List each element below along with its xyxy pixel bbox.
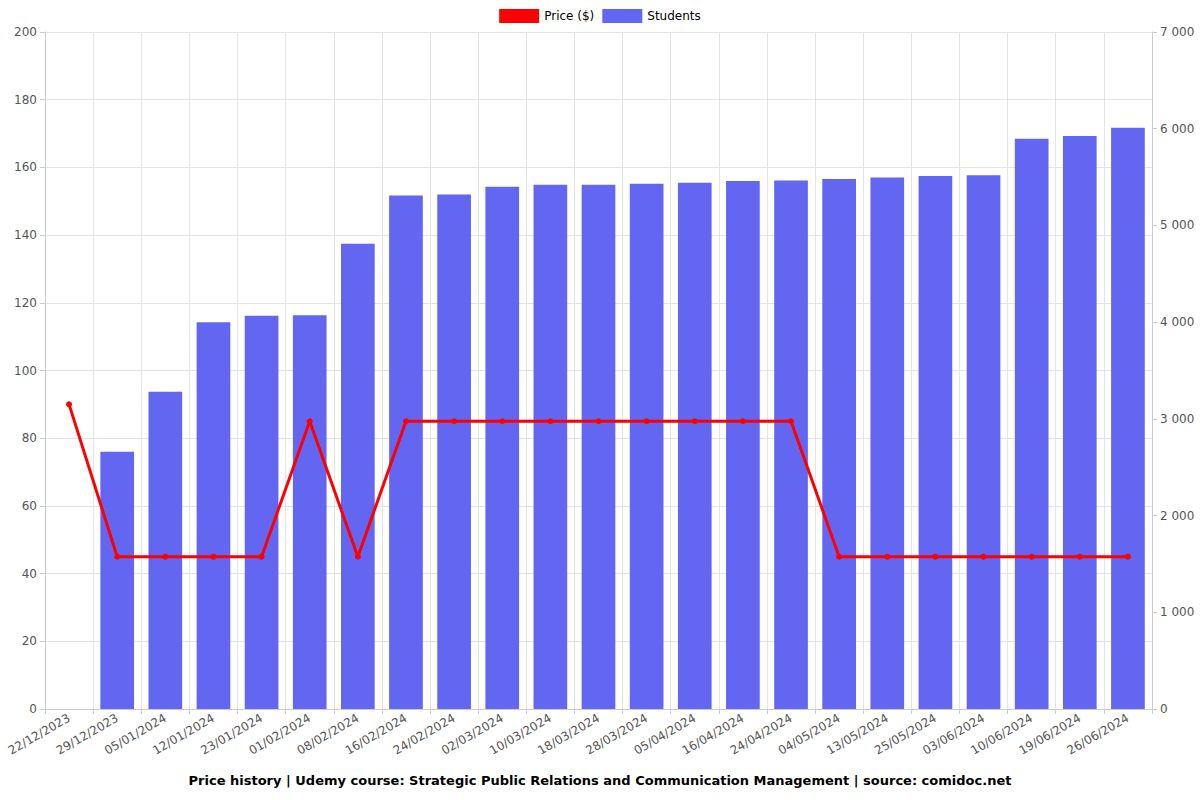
svg-text:28/03/2024: 28/03/2024 <box>583 710 651 758</box>
svg-text:23/01/2024: 23/01/2024 <box>198 710 266 758</box>
svg-text:22/12/2023: 22/12/2023 <box>5 710 73 758</box>
svg-text:13/05/2024: 13/05/2024 <box>824 710 891 758</box>
svg-text:08/02/2024: 08/02/2024 <box>294 710 362 758</box>
svg-text:24/04/2024: 24/04/2024 <box>727 710 795 758</box>
svg-text:200: 200 <box>14 25 37 39</box>
svg-text:120: 120 <box>14 296 37 310</box>
svg-text:05/04/2024: 05/04/2024 <box>631 710 699 758</box>
svg-text:5 000: 5 000 <box>1160 218 1194 232</box>
svg-text:0: 0 <box>29 702 37 716</box>
svg-text:10/06/2024: 10/06/2024 <box>968 710 1036 758</box>
svg-text:7 000: 7 000 <box>1160 25 1194 39</box>
svg-text:20: 20 <box>22 634 37 648</box>
svg-text:04/05/2024: 04/05/2024 <box>775 710 843 758</box>
svg-text:160: 160 <box>14 160 37 174</box>
svg-text:Price ($): Price ($) <box>544 9 594 23</box>
svg-text:16/04/2024: 16/04/2024 <box>679 710 747 758</box>
svg-text:12/01/2024: 12/01/2024 <box>150 710 217 758</box>
svg-text:3 000: 3 000 <box>1160 412 1194 426</box>
svg-text:180: 180 <box>14 93 37 107</box>
svg-text:19/06/2024: 19/06/2024 <box>1016 710 1084 758</box>
svg-text:29/12/2023: 29/12/2023 <box>53 710 121 758</box>
svg-text:01/02/2024: 01/02/2024 <box>246 710 314 758</box>
svg-text:6 000: 6 000 <box>1160 122 1194 136</box>
svg-text:80: 80 <box>22 431 37 445</box>
svg-text:26/06/2024: 26/06/2024 <box>1065 711 1132 758</box>
svg-text:02/03/2024: 02/03/2024 <box>438 710 506 758</box>
svg-text:60: 60 <box>22 499 37 513</box>
svg-text:140: 140 <box>14 228 37 242</box>
svg-text:05/01/2024: 05/01/2024 <box>102 710 169 758</box>
svg-text:0: 0 <box>1160 702 1168 716</box>
svg-text:100: 100 <box>14 364 37 378</box>
svg-text:2 000: 2 000 <box>1160 509 1194 523</box>
svg-text:1 000: 1 000 <box>1160 605 1194 619</box>
svg-text:Students: Students <box>647 9 701 23</box>
svg-text:03/06/2024: 03/06/2024 <box>920 710 987 758</box>
svg-text:24/02/2024: 24/02/2024 <box>390 710 458 758</box>
svg-text:18/03/2024: 18/03/2024 <box>535 710 602 758</box>
svg-text:40: 40 <box>22 567 37 581</box>
svg-text:10/03/2024: 10/03/2024 <box>487 710 554 758</box>
svg-text:25/05/2024: 25/05/2024 <box>872 710 939 758</box>
svg-text:16/02/2024: 16/02/2024 <box>342 710 410 758</box>
svg-text:Price history | Udemy course:: Price history | Udemy course: Strategic … <box>189 773 1012 788</box>
svg-text:4 000: 4 000 <box>1160 315 1194 329</box>
